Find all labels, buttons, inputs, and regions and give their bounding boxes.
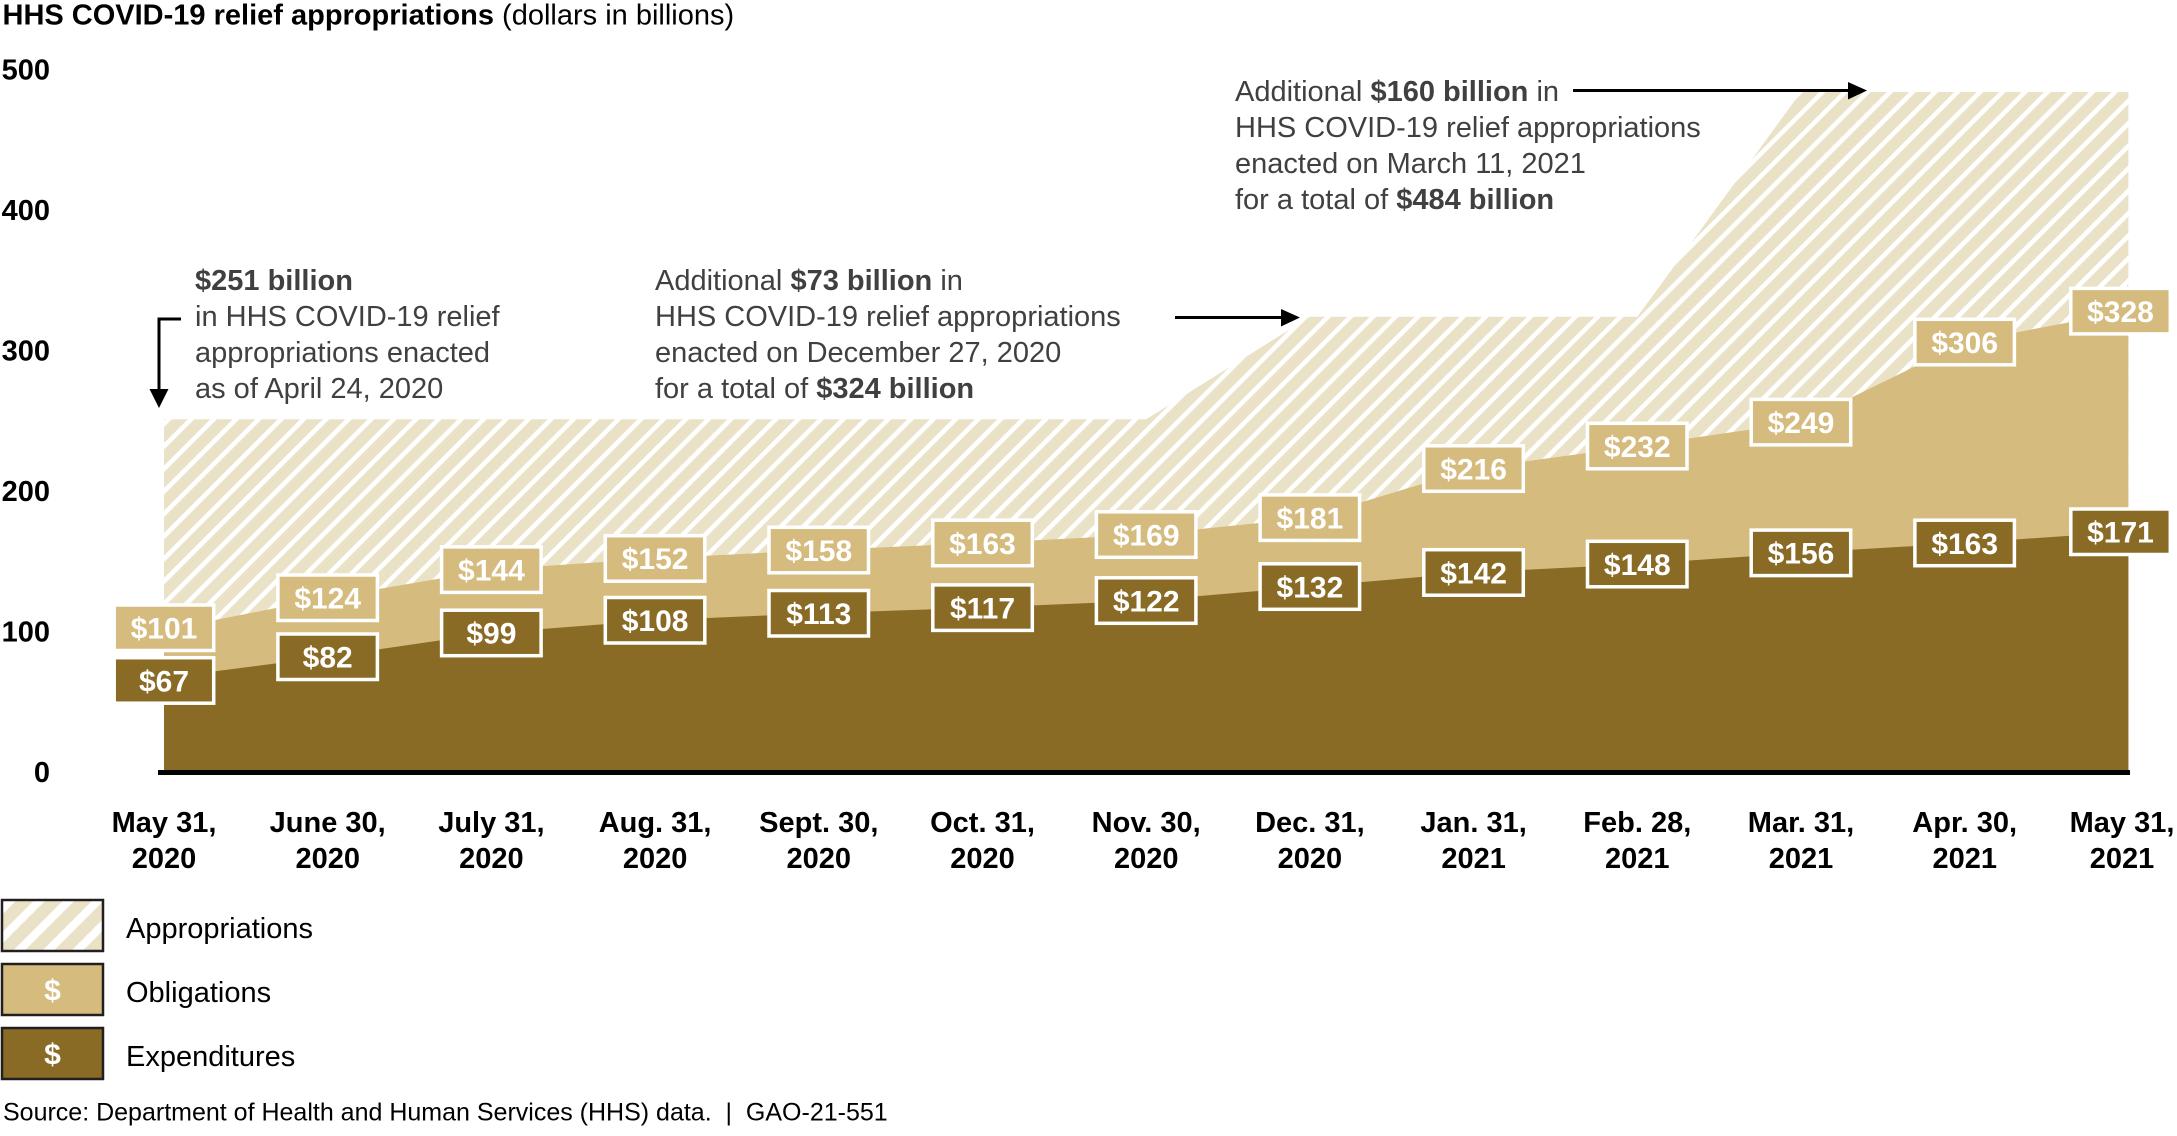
svg-text:Dec. 31,: Dec. 31, (1255, 807, 1365, 839)
svg-text:Obligations: Obligations (126, 977, 271, 1009)
svg-text:$163: $163 (1931, 528, 1998, 561)
svg-text:$232: $232 (1604, 431, 1671, 464)
svg-text:$156: $156 (1768, 538, 1835, 571)
svg-text:HHS COVID-19 relief appropriat: HHS COVID-19 relief appropriations (1235, 112, 1701, 144)
svg-text:$169: $169 (1113, 519, 1180, 552)
svg-text:as of April 24, 2020: as of April 24, 2020 (195, 373, 443, 405)
svg-text:$144: $144 (458, 555, 525, 588)
svg-text:$171: $171 (2087, 517, 2154, 550)
svg-text:500: 500 (2, 55, 50, 87)
svg-text:May 31,: May 31, (2070, 807, 2175, 839)
svg-text:$101: $101 (131, 613, 198, 646)
svg-text:$122: $122 (1113, 585, 1180, 618)
svg-text:200: 200 (2, 476, 50, 508)
svg-text:June 30,: June 30, (270, 807, 386, 839)
svg-text:2021: 2021 (1932, 843, 1997, 875)
svg-text:$82: $82 (303, 642, 353, 675)
svg-text:Additional $73 billion in: Additional $73 billion in (655, 265, 963, 297)
svg-text:2020: 2020 (1278, 843, 1343, 875)
svg-text:Apr. 30,: Apr. 30, (1912, 807, 2017, 839)
svg-text:2021: 2021 (1605, 843, 1670, 875)
svg-text:Jan. 31,: Jan. 31, (1420, 807, 1526, 839)
svg-text:Aug. 31,: Aug. 31, (599, 807, 712, 839)
svg-text:2020: 2020 (1114, 843, 1179, 875)
svg-text:$158: $158 (785, 535, 852, 568)
svg-text:$108: $108 (622, 605, 689, 638)
svg-text:Mar. 31,: Mar. 31, (1748, 807, 1854, 839)
svg-text:Nov. 30,: Nov. 30, (1092, 807, 1201, 839)
svg-text:0: 0 (34, 757, 50, 789)
svg-text:$: $ (44, 974, 61, 1007)
svg-text:$148: $148 (1604, 549, 1671, 582)
svg-text:$216: $216 (1440, 453, 1507, 486)
svg-text:$113: $113 (786, 598, 851, 631)
svg-text:$249: $249 (1768, 407, 1835, 440)
svg-text:Appropriations: Appropriations (126, 913, 313, 945)
svg-text:appropriations enacted: appropriations enacted (195, 337, 490, 369)
svg-text:$306: $306 (1931, 327, 1998, 360)
svg-text:Oct. 31,: Oct. 31, (930, 807, 1035, 839)
svg-text:for a total of $324 billion: for a total of $324 billion (655, 373, 974, 405)
svg-text:2021: 2021 (2090, 843, 2155, 875)
svg-text:400: 400 (2, 195, 50, 227)
svg-text:$117: $117 (950, 592, 1015, 625)
svg-text:2020: 2020 (459, 843, 524, 875)
svg-text:$67: $67 (139, 665, 189, 698)
svg-text:$142: $142 (1440, 557, 1507, 590)
svg-text:2020: 2020 (295, 843, 360, 875)
svg-text:Additional $160 billion in: Additional $160 billion in (1235, 76, 1559, 108)
svg-text:Source: Department of Health a: Source: Department of Health and Human S… (3, 1099, 888, 1127)
svg-text:enacted on December 27, 2020: enacted on December 27, 2020 (655, 337, 1061, 369)
svg-text:HHS COVID-19 relief appropriat: HHS COVID-19 relief appropriations (655, 301, 1121, 333)
svg-text:Expenditures: Expenditures (126, 1041, 295, 1073)
svg-text:$251 billion: $251 billion (195, 265, 353, 297)
svg-text:$124: $124 (294, 583, 361, 616)
svg-text:$163: $163 (949, 528, 1016, 561)
svg-text:2020: 2020 (132, 843, 197, 875)
svg-text:2020: 2020 (950, 843, 1015, 875)
svg-text:Feb. 28,: Feb. 28, (1583, 807, 1691, 839)
svg-text:in HHS COVID-19 relief: in HHS COVID-19 relief (195, 301, 501, 333)
svg-text:$: $ (44, 1038, 61, 1071)
svg-text:HHS COVID-19 relief appropriat: HHS COVID-19 relief appropriations (doll… (3, 0, 735, 32)
svg-text:$132: $132 (1277, 571, 1344, 604)
svg-text:2020: 2020 (787, 843, 852, 875)
svg-text:July 31,: July 31, (438, 807, 544, 839)
svg-text:for a total of $484 billion: for a total of $484 billion (1235, 184, 1554, 216)
svg-text:100: 100 (2, 617, 50, 649)
svg-text:2021: 2021 (1769, 843, 1834, 875)
svg-text:enacted on March 11, 2021: enacted on March 11, 2021 (1235, 148, 1586, 180)
svg-text:$99: $99 (466, 618, 516, 651)
svg-text:2021: 2021 (1441, 843, 1506, 875)
svg-text:$152: $152 (622, 543, 689, 576)
svg-text:$328: $328 (2087, 296, 2154, 329)
svg-text:$181: $181 (1277, 503, 1344, 536)
svg-text:Sept. 30,: Sept. 30, (759, 807, 878, 839)
svg-text:May 31,: May 31, (112, 807, 217, 839)
svg-text:2020: 2020 (623, 843, 688, 875)
svg-text:300: 300 (2, 336, 50, 368)
